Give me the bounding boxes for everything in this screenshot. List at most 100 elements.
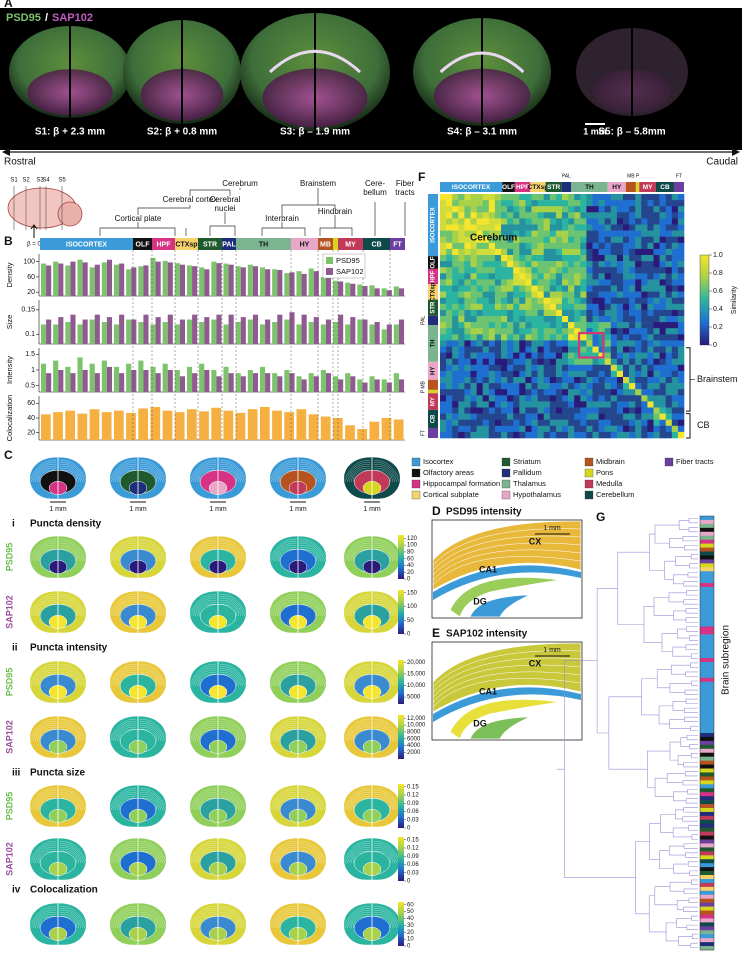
- layer-line: [35, 600, 81, 617]
- bar: [82, 370, 88, 392]
- heatmap-cell: [580, 328, 587, 335]
- bar: [289, 272, 295, 296]
- region-bar-side: [428, 284, 438, 300]
- heatmap-cell: [580, 431, 587, 439]
- subregion-strip: [700, 634, 714, 639]
- subregion-strip: [700, 610, 714, 615]
- title-psd95: PSD95: [6, 12, 41, 24]
- heatmap-cell: [446, 364, 453, 372]
- heatmap-cell: [671, 425, 679, 433]
- bar: [374, 379, 380, 392]
- layer-line: [119, 674, 157, 687]
- heatmap-cell: [586, 200, 593, 207]
- bar: [167, 314, 173, 344]
- heatmap-cell: [525, 316, 532, 323]
- heatmap-cell: [580, 395, 587, 402]
- layer-line: [349, 794, 395, 811]
- sketch-section: S5: [58, 178, 66, 184]
- subregion-strip: [700, 587, 714, 592]
- heatmap-cell: [488, 212, 496, 219]
- panel-letter: D: [432, 504, 441, 518]
- layer-line: [117, 914, 159, 929]
- region-label: CX: [529, 658, 542, 668]
- region-bar-side: [428, 315, 438, 326]
- panel-letter: G: [596, 510, 605, 524]
- heatmap-cell: [494, 383, 502, 390]
- heatmap-cell: [543, 194, 551, 201]
- heatmap-cell: [647, 200, 654, 207]
- heatmap-cell: [598, 431, 605, 439]
- region-label: DG: [473, 718, 487, 728]
- heatmap-cell: [494, 200, 502, 207]
- heatmap-cell: [507, 267, 514, 274]
- heatmap-cell: [531, 291, 538, 298]
- layer-line: [269, 841, 327, 864]
- region-label: HY: [300, 241, 310, 248]
- heatmap-cell: [659, 309, 666, 317]
- heatmap-cell: [562, 346, 569, 353]
- bar: [386, 382, 392, 392]
- layer-line: [31, 462, 85, 483]
- heatmap-cell: [647, 419, 654, 427]
- heatmap-cell: [659, 322, 666, 329]
- heatmap-cell: [543, 218, 551, 225]
- layer-line: [275, 600, 321, 617]
- heatmap-cell: [592, 425, 599, 433]
- heatmap-cell: [598, 218, 605, 225]
- heatmap-cell: [598, 370, 605, 378]
- heatmap-cell: [623, 431, 630, 439]
- region-label: CA1: [479, 686, 497, 696]
- bar: [357, 284, 363, 296]
- layer-line: [273, 792, 323, 811]
- bar: [40, 324, 47, 344]
- heatmap-cell: [616, 334, 624, 341]
- heatmap-cell: [647, 236, 654, 244]
- heatmap-cell: [488, 322, 496, 329]
- heatmap-cell: [647, 230, 654, 237]
- bar: [252, 266, 259, 296]
- heatmap-cell: [568, 340, 575, 347]
- heatmap-cell: [562, 194, 569, 201]
- heatmap-cell: [452, 248, 459, 256]
- bar: [223, 324, 229, 344]
- y-axis-label: Density: [5, 262, 14, 287]
- heatmap-cell: [501, 267, 508, 274]
- tree-label: nuclei: [215, 204, 236, 213]
- bar: [284, 273, 290, 296]
- heatmap-cell: [671, 364, 679, 372]
- heatmap-cell: [531, 230, 538, 237]
- legend-swatch: [501, 457, 511, 467]
- heatmap-cell: [513, 224, 520, 231]
- bar: [284, 412, 295, 440]
- heatmap-cell: [525, 425, 532, 433]
- heatmap-cell: [501, 401, 508, 408]
- rostral: Rostral: [4, 157, 36, 168]
- heatmap-cell: [653, 285, 660, 292]
- heatmap-cell: [629, 242, 636, 250]
- heatmap-cell: [671, 383, 679, 390]
- layer-line: [275, 725, 321, 742]
- region-label-side: STR: [431, 301, 437, 314]
- heatmap-cell: [494, 352, 502, 359]
- heatmap-cell: [488, 200, 496, 207]
- heatmap-cell: [531, 377, 538, 384]
- heatmap-cell: [665, 248, 673, 256]
- heatmap-cell: [653, 242, 660, 250]
- layer-line: [271, 843, 325, 864]
- heatmap-cell: [598, 279, 605, 286]
- heatmap-cell: [677, 206, 685, 213]
- heatmap-cell: [623, 303, 630, 311]
- heatmap-cell: [677, 425, 685, 433]
- heatmap-cell: [659, 352, 666, 359]
- heatmap-cell: [647, 370, 654, 378]
- heatmap-cell: [482, 419, 490, 427]
- heatmap-cell: [519, 297, 526, 305]
- heatmap-cell: [525, 340, 532, 347]
- bar: [186, 319, 193, 344]
- colorbar-tick-label: 0.15: [407, 784, 419, 790]
- heatmap-cell: [525, 364, 532, 372]
- bar: [199, 322, 205, 344]
- heat-map-section: [269, 784, 327, 828]
- layer-line: [117, 672, 159, 687]
- layer-line: [353, 470, 391, 483]
